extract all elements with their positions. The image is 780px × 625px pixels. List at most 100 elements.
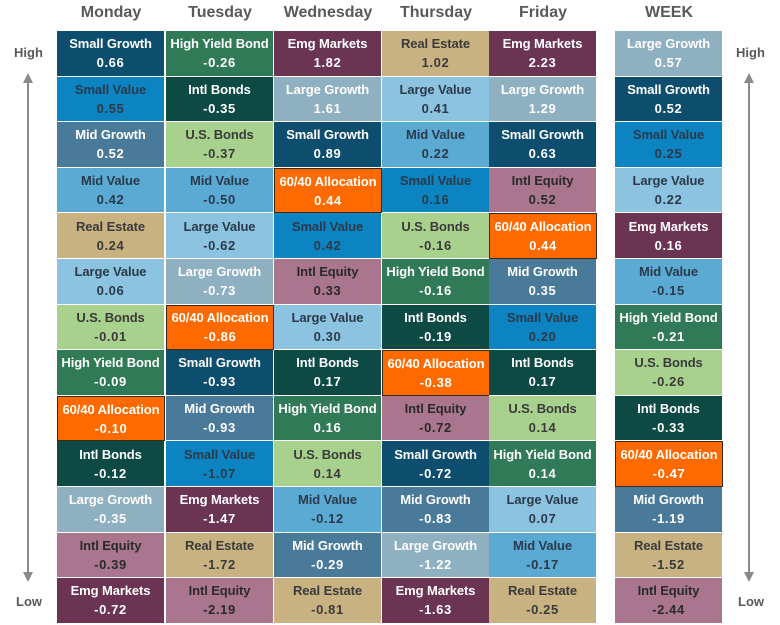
asset-return-value: 0.35 xyxy=(528,283,557,299)
asset-name: Mid Value xyxy=(512,537,573,553)
asset-cell: U.S. Bonds -0.16 xyxy=(382,213,490,259)
right-arrow-down-icon xyxy=(744,572,754,582)
asset-cell: Large Value 0.30 xyxy=(274,304,382,351)
asset-cell: Mid Value -0.50 xyxy=(166,167,274,214)
asset-name: High Yield Bond xyxy=(61,355,160,371)
asset-cell: Large Growth -1.22 xyxy=(382,532,490,579)
asset-return-value: -1.47 xyxy=(203,511,236,527)
asset-name: Small Growth xyxy=(286,127,369,143)
asset-name: High Yield Bond xyxy=(493,446,592,462)
asset-return-value: -0.25 xyxy=(526,602,559,618)
asset-cell: Mid Value -0.17 xyxy=(489,532,597,579)
asset-return-value: -0.72 xyxy=(419,465,452,481)
asset-name: Intl Equity xyxy=(637,583,700,599)
asset-name: Mid Growth xyxy=(633,492,704,508)
asset-name: U.S. Bonds xyxy=(508,401,577,417)
asset-cell: Intl Equity -2.19 xyxy=(166,578,274,624)
asset-cell: U.S. Bonds -0.37 xyxy=(166,122,274,168)
asset-name: Intl Bonds xyxy=(404,309,467,325)
asset-cell: 60/40 Allocation 0.44 xyxy=(489,213,597,259)
asset-return-value: -0.37 xyxy=(203,146,236,162)
asset-name: Real Estate xyxy=(293,583,362,599)
asset-return-value: 0.22 xyxy=(654,192,683,208)
asset-cell: Large Value 0.22 xyxy=(615,167,723,214)
left-arrow-up-icon xyxy=(23,73,33,83)
asset-cell: Emg Markets 0.16 xyxy=(615,213,723,259)
left-high-label: High xyxy=(14,45,43,60)
asset-cell: Real Estate -1.52 xyxy=(615,532,723,579)
asset-return-value: 0.44 xyxy=(314,192,342,208)
asset-name: Mid Growth xyxy=(75,127,146,143)
column-header-monday: Monday xyxy=(80,4,142,21)
asset-return-value: 0.42 xyxy=(96,192,125,208)
asset-name: Mid Value xyxy=(80,173,141,189)
asset-cell: Emg Markets -1.63 xyxy=(382,578,490,624)
asset-name: 60/40 Allocation xyxy=(620,447,718,463)
asset-cell: 60/40 Allocation -0.10 xyxy=(57,395,165,442)
asset-name: Emg Markets xyxy=(502,36,583,52)
asset-name: Emg Markets xyxy=(395,583,476,599)
asset-return-value: 0.16 xyxy=(654,237,683,253)
asset-name: U.S. Bonds xyxy=(76,309,145,325)
asset-cell: Small Value 0.25 xyxy=(615,122,723,168)
asset-cell: Large Growth -0.35 xyxy=(57,486,165,533)
asset-return-value: -0.35 xyxy=(203,100,236,116)
asset-cell: Intl Equity -0.39 xyxy=(57,532,165,579)
asset-cell: Intl Bonds -0.19 xyxy=(382,304,490,351)
asset-return-value: 0.07 xyxy=(528,511,557,527)
asset-name: Emg Markets xyxy=(179,492,260,508)
asset-name: High Yield Bond xyxy=(386,264,485,280)
asset-name: Emg Markets xyxy=(70,583,151,599)
asset-cell: 60/40 Allocation -0.86 xyxy=(166,304,274,351)
asset-return-value: 0.14 xyxy=(528,465,557,481)
asset-name: 60/40 Allocation xyxy=(279,173,377,189)
right-high-label: High xyxy=(736,45,765,60)
asset-return-value: 0.89 xyxy=(313,146,342,162)
left-low-label: Low xyxy=(16,594,42,609)
asset-return-value: 0.44 xyxy=(529,238,557,254)
asset-name: Large Growth xyxy=(285,81,370,97)
asset-cell: High Yield Bond 0.14 xyxy=(489,441,597,487)
asset-name: 60/40 Allocation xyxy=(387,355,485,371)
asset-cell: Real Estate -0.25 xyxy=(489,578,597,624)
asset-name: Intl Bonds xyxy=(188,81,251,97)
asset-return-value: -1.19 xyxy=(652,511,685,527)
column-friday: Emg Markets 2.23 Large Growth 1.29 Small Gro… xyxy=(489,31,597,624)
asset-return-value: 0.17 xyxy=(528,374,557,390)
right-low-label: Low xyxy=(738,594,764,609)
asset-cell: Real Estate 0.24 xyxy=(57,213,165,259)
column-header-wednesday: Wednesday xyxy=(283,4,373,21)
asset-cell: Mid Value 0.42 xyxy=(57,167,165,214)
asset-cell: Emg Markets 1.82 xyxy=(274,31,382,77)
asset-cell: Mid Growth -1.19 xyxy=(615,486,723,533)
asset-cell: Intl Equity -0.72 xyxy=(382,395,490,442)
asset-return-value: -2.44 xyxy=(652,602,685,618)
asset-name: Mid Growth xyxy=(507,264,578,280)
asset-return-value: -0.39 xyxy=(94,556,127,572)
asset-cell: High Yield Bond -0.26 xyxy=(166,31,274,77)
asset-cell: Small Value -1.07 xyxy=(166,441,274,487)
asset-return-value: -0.16 xyxy=(419,283,452,299)
asset-return-value: 0.33 xyxy=(313,283,342,299)
asset-cell: Large Growth 1.29 xyxy=(489,76,597,123)
asset-name: U.S. Bonds xyxy=(401,218,470,234)
asset-cell: U.S. Bonds 0.14 xyxy=(274,441,382,487)
asset-name: 60/40 Allocation xyxy=(62,401,160,417)
asset-cell: Large Growth 1.61 xyxy=(274,76,382,123)
right-arrow-line xyxy=(748,82,750,576)
asset-name: Mid Value xyxy=(638,264,699,280)
asset-return-value: -1.52 xyxy=(652,556,685,572)
asset-name: Small Growth xyxy=(69,36,152,52)
asset-return-value: -0.26 xyxy=(652,374,685,390)
asset-cell: Intl Bonds -0.35 xyxy=(166,76,274,123)
right-arrow-up-icon xyxy=(744,73,754,83)
column-week: Large Growth 0.57 Small Growth 0.52 Small Va… xyxy=(615,31,723,624)
asset-name: Small Value xyxy=(291,218,364,234)
asset-return-value: -0.01 xyxy=(94,328,127,344)
asset-cell: U.S. Bonds -0.26 xyxy=(615,350,723,396)
asset-name: Mid Value xyxy=(189,173,250,189)
asset-return-value: -1.63 xyxy=(419,602,452,618)
asset-return-value: 0.22 xyxy=(421,146,450,162)
asset-cell: Real Estate -0.81 xyxy=(274,578,382,624)
asset-return-value: 0.17 xyxy=(313,374,342,390)
